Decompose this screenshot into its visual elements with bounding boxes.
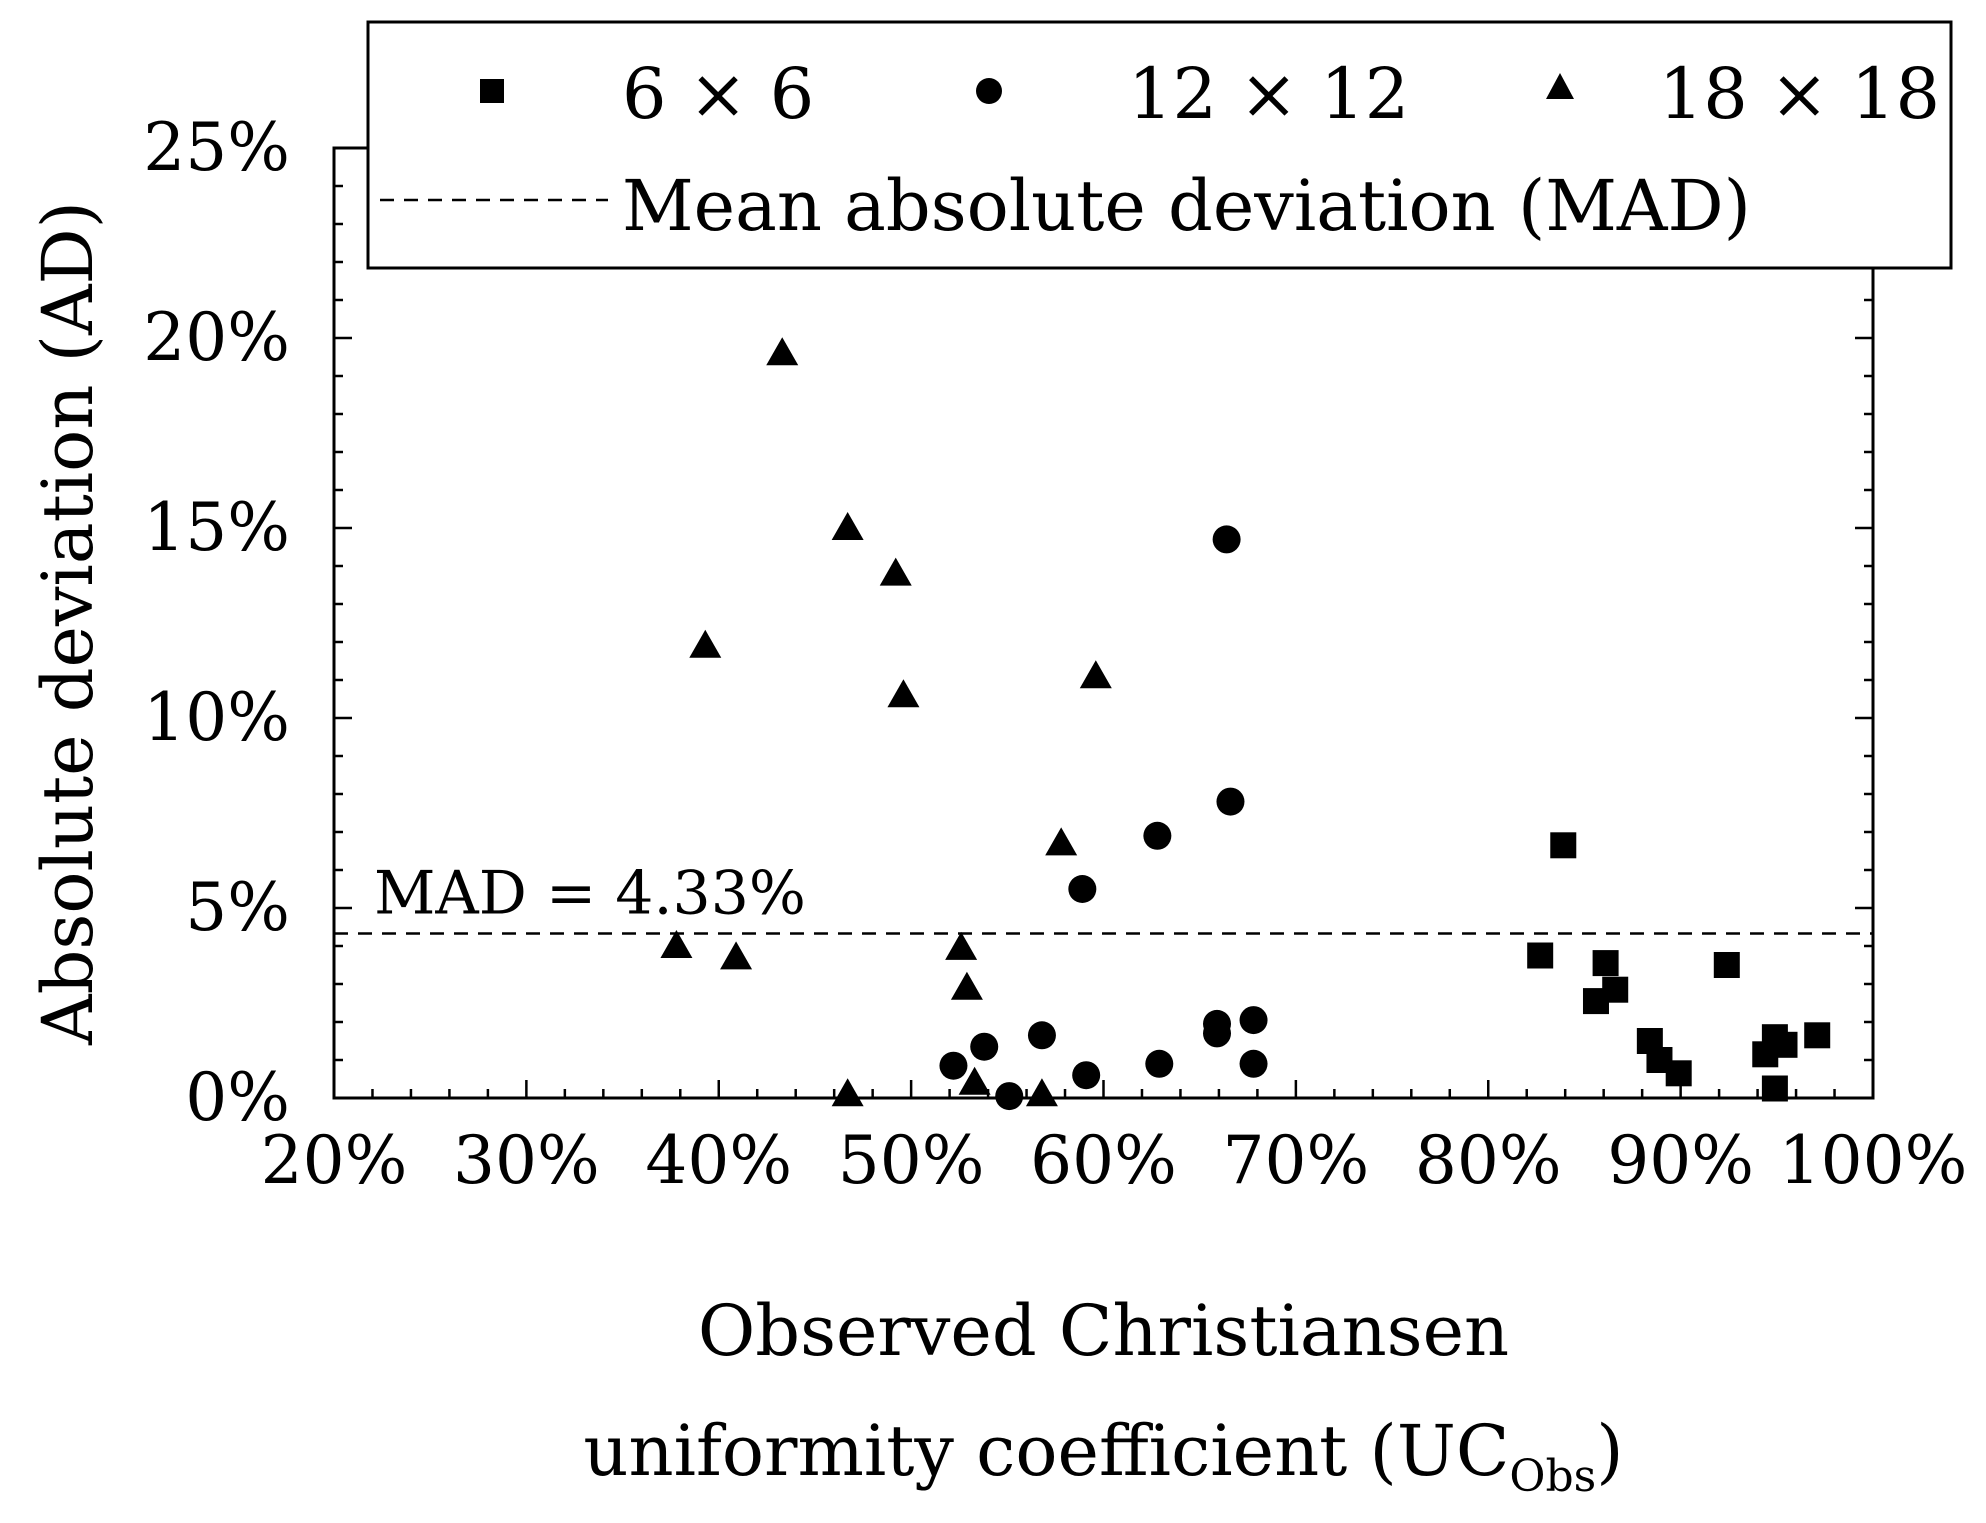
x-tick-label: 20%	[261, 1122, 408, 1199]
y-tick-label: 5%	[185, 869, 290, 946]
data-point-circle	[1216, 787, 1245, 816]
data-point-square	[1592, 950, 1619, 977]
data-point-circle	[939, 1051, 968, 1080]
data-point-triangle	[660, 930, 693, 958]
data-point-circle	[1212, 525, 1241, 554]
x-axis-label-line1: Observed Christiansen	[698, 1290, 1509, 1372]
legend-label-12x12: 12 × 12	[1128, 53, 1409, 135]
data-point-triangle	[879, 557, 912, 586]
data-point-circle	[1203, 1019, 1232, 1048]
y-tick-label: 10%	[143, 679, 290, 756]
data-point-triangle	[887, 679, 920, 708]
legend-circle-marker	[976, 78, 1002, 104]
data-point-circle	[1145, 1049, 1174, 1078]
data-point-triangle	[689, 629, 722, 658]
data-point-triangle	[950, 971, 983, 1000]
y-tick-label: 20%	[143, 299, 290, 376]
data-point-circle	[970, 1032, 999, 1061]
axis-tick-labels: 20% 30% 40% 50% 60% 70% 80% 90% 100% 0% 5% 10% 15% 20…	[143, 109, 1967, 1199]
data-point-circle	[1239, 1049, 1268, 1078]
data-point-square	[1550, 832, 1577, 859]
y-tick-label: 0%	[185, 1059, 290, 1136]
legend-label-6x6: 6 × 6	[622, 53, 814, 135]
legend-box	[366, 20, 1953, 270]
legend-triangle-marker	[1546, 73, 1574, 99]
data-point-circle	[1072, 1061, 1101, 1090]
x-tick-label: 50%	[838, 1122, 985, 1199]
x-tick-label: 60%	[1030, 1122, 1177, 1199]
x-tick-label: 80%	[1415, 1122, 1562, 1199]
legend-label-mad: Mean absolute deviation (MAD)	[622, 165, 1751, 247]
x-tick-label: 90%	[1607, 1122, 1754, 1199]
data-point-triangle	[831, 1078, 864, 1107]
data-point-triangle	[1045, 827, 1078, 856]
legend: 6 × 6 12 × 12 18 × 18 Mean absolute devi…	[366, 20, 1953, 270]
data-point-triangle	[945, 931, 978, 960]
legend-square-marker	[480, 79, 504, 103]
x-axis-label-main: uniformity coefficient (UC	[583, 1410, 1509, 1492]
y-axis-label: Absolute deviation (AD)	[27, 201, 109, 1046]
data-point-square	[1804, 1022, 1831, 1049]
data-point-circle	[1068, 875, 1097, 903]
data-point-square	[1761, 1075, 1788, 1102]
data-point-circle	[1027, 1021, 1056, 1050]
data-point-square	[1771, 1031, 1798, 1058]
x-axis-label-subscript: Obs	[1509, 1451, 1596, 1502]
data-point-triangle	[831, 512, 864, 540]
data-point-square	[1602, 976, 1629, 1003]
data-point-triangle	[1025, 1078, 1058, 1107]
data-point-square	[1665, 1060, 1692, 1087]
axis-ticks	[332, 146, 1875, 1100]
data-point-square	[1713, 952, 1740, 978]
x-tick-label: 70%	[1223, 1122, 1370, 1199]
legend-label-18x18: 18 × 18	[1659, 53, 1940, 135]
y-tick-label: 15%	[143, 489, 290, 566]
y-tick-label: 25%	[143, 109, 290, 186]
plot-frame	[332, 146, 1875, 1100]
data-points	[660, 337, 1831, 1111]
data-point-triangle	[1079, 660, 1112, 689]
x-axis-label-end: )	[1596, 1410, 1623, 1492]
x-tick-label: 30%	[453, 1122, 600, 1199]
mad-label: MAD = 4.33%	[374, 858, 806, 928]
x-axis-label-line2: uniformity coefficient (UCObs)	[583, 1410, 1623, 1502]
data-point-square	[1527, 942, 1554, 969]
x-tick-label: 100%	[1779, 1122, 1968, 1199]
data-point-circle	[1143, 821, 1172, 850]
data-point-circle	[1239, 1006, 1268, 1035]
data-point-triangle	[766, 337, 799, 366]
data-point-triangle	[958, 1066, 991, 1095]
data-point-circle	[995, 1082, 1024, 1111]
data-point-triangle	[720, 941, 753, 970]
x-tick-label: 40%	[645, 1122, 792, 1199]
